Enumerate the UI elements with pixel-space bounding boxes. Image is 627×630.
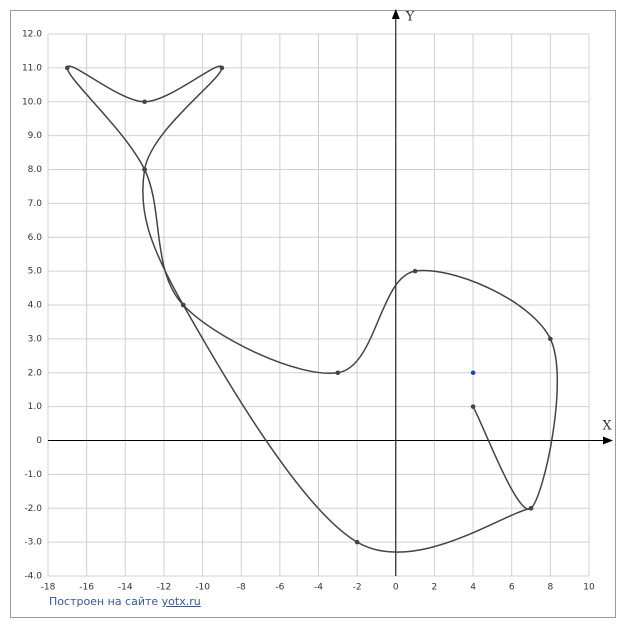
- x-tick-label: 2: [432, 583, 438, 593]
- point: [142, 167, 147, 172]
- curve: [66, 65, 558, 553]
- y-tick-label: -4.0: [24, 572, 42, 582]
- y-tick-label: 3.0: [28, 334, 43, 344]
- x-tick-label: -8: [237, 583, 246, 593]
- y-tick-label: -3.0: [24, 538, 42, 548]
- point: [412, 268, 418, 274]
- y-tick-label: 10.0: [22, 97, 42, 107]
- x-tick-label: -12: [157, 583, 172, 593]
- y-axis-label: Y: [405, 10, 415, 25]
- y-tick-label: 11.0: [22, 63, 42, 73]
- point: [470, 370, 476, 376]
- credit: Построен на сайте yotx.ru: [49, 595, 201, 608]
- frame: [10, 10, 616, 618]
- x-tick-label: -10: [195, 583, 210, 593]
- x-tick-label: 4: [470, 583, 476, 593]
- point: [335, 370, 341, 376]
- x-tick-label: 0: [393, 583, 399, 593]
- y-tick-label: 5.0: [28, 267, 43, 277]
- x-tick-label: 6: [509, 583, 515, 593]
- y-tick-label: 9.0: [28, 131, 43, 141]
- y-tick-label: -1.0: [24, 470, 42, 480]
- point: [354, 539, 360, 545]
- x-tick-label: -4: [314, 583, 323, 593]
- y-tick-label: -2.0: [24, 504, 42, 514]
- y-tick-label: 6.0: [28, 233, 43, 243]
- y-tick-label: 1.0: [28, 402, 43, 412]
- credit-link[interactable]: yotx.ru: [161, 595, 201, 608]
- x-tick-label: -2: [353, 583, 362, 593]
- x-tick-label: -18: [41, 583, 56, 593]
- point: [180, 302, 186, 308]
- x-tick-label: -6: [275, 583, 284, 593]
- x-tick-label: -14: [118, 583, 133, 593]
- x-tick-label: 10: [583, 583, 595, 593]
- y-tick-label: 4.0: [28, 301, 43, 311]
- point: [548, 336, 553, 342]
- y-tick-label: 12.0: [22, 30, 42, 40]
- x-tick-label: -16: [79, 583, 94, 593]
- credit-text: Построен на сайте: [49, 595, 159, 608]
- point: [142, 99, 147, 105]
- y-tick-label: 2.0: [28, 368, 43, 378]
- x-axis-label: X: [602, 419, 612, 434]
- point: [219, 65, 225, 71]
- point: [470, 404, 476, 409]
- y-tick-label: 0: [36, 436, 42, 446]
- y-tick-label: 8.0: [28, 165, 43, 175]
- y-tick-label: 7.0: [28, 199, 43, 209]
- point: [528, 505, 534, 511]
- point: [65, 65, 70, 71]
- x-tick-label: 8: [547, 583, 553, 593]
